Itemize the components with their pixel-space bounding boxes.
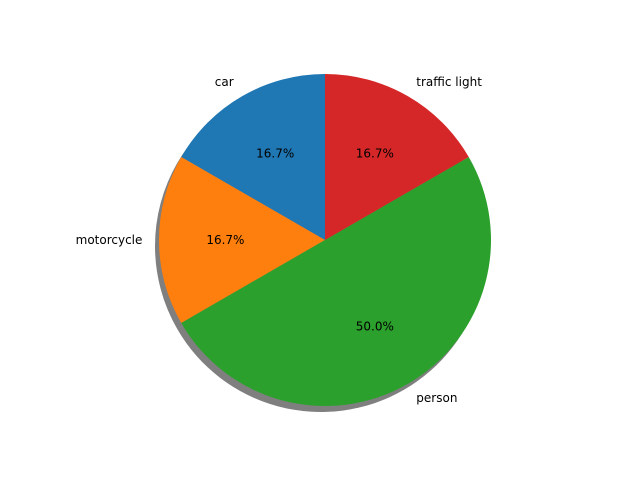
- slice-percent-motorcycle: 16.7%: [206, 233, 244, 247]
- slice-label-traffic-light: traffic light: [416, 75, 482, 89]
- pie-labels: car 16.7% motorcycle 16.7% person 50.0% traffi…: [76, 75, 483, 405]
- slice-percent-person: 50.0%: [356, 319, 394, 333]
- pie-slice-motorcycle: [158, 157, 325, 323]
- pie-slice-person: [181, 157, 491, 406]
- pie-slice-car: [181, 74, 325, 240]
- slice-percent-car: 16.7%: [256, 147, 294, 161]
- pie-slice-traffic-light: [325, 74, 469, 240]
- slice-label-motorcycle: motorcycle: [76, 233, 143, 247]
- slice-label-car: car: [215, 75, 234, 89]
- slice-label-person: person: [416, 391, 457, 405]
- slice-percent-traffic-light: 16.7%: [356, 147, 394, 161]
- pie-slices: [158, 74, 491, 406]
